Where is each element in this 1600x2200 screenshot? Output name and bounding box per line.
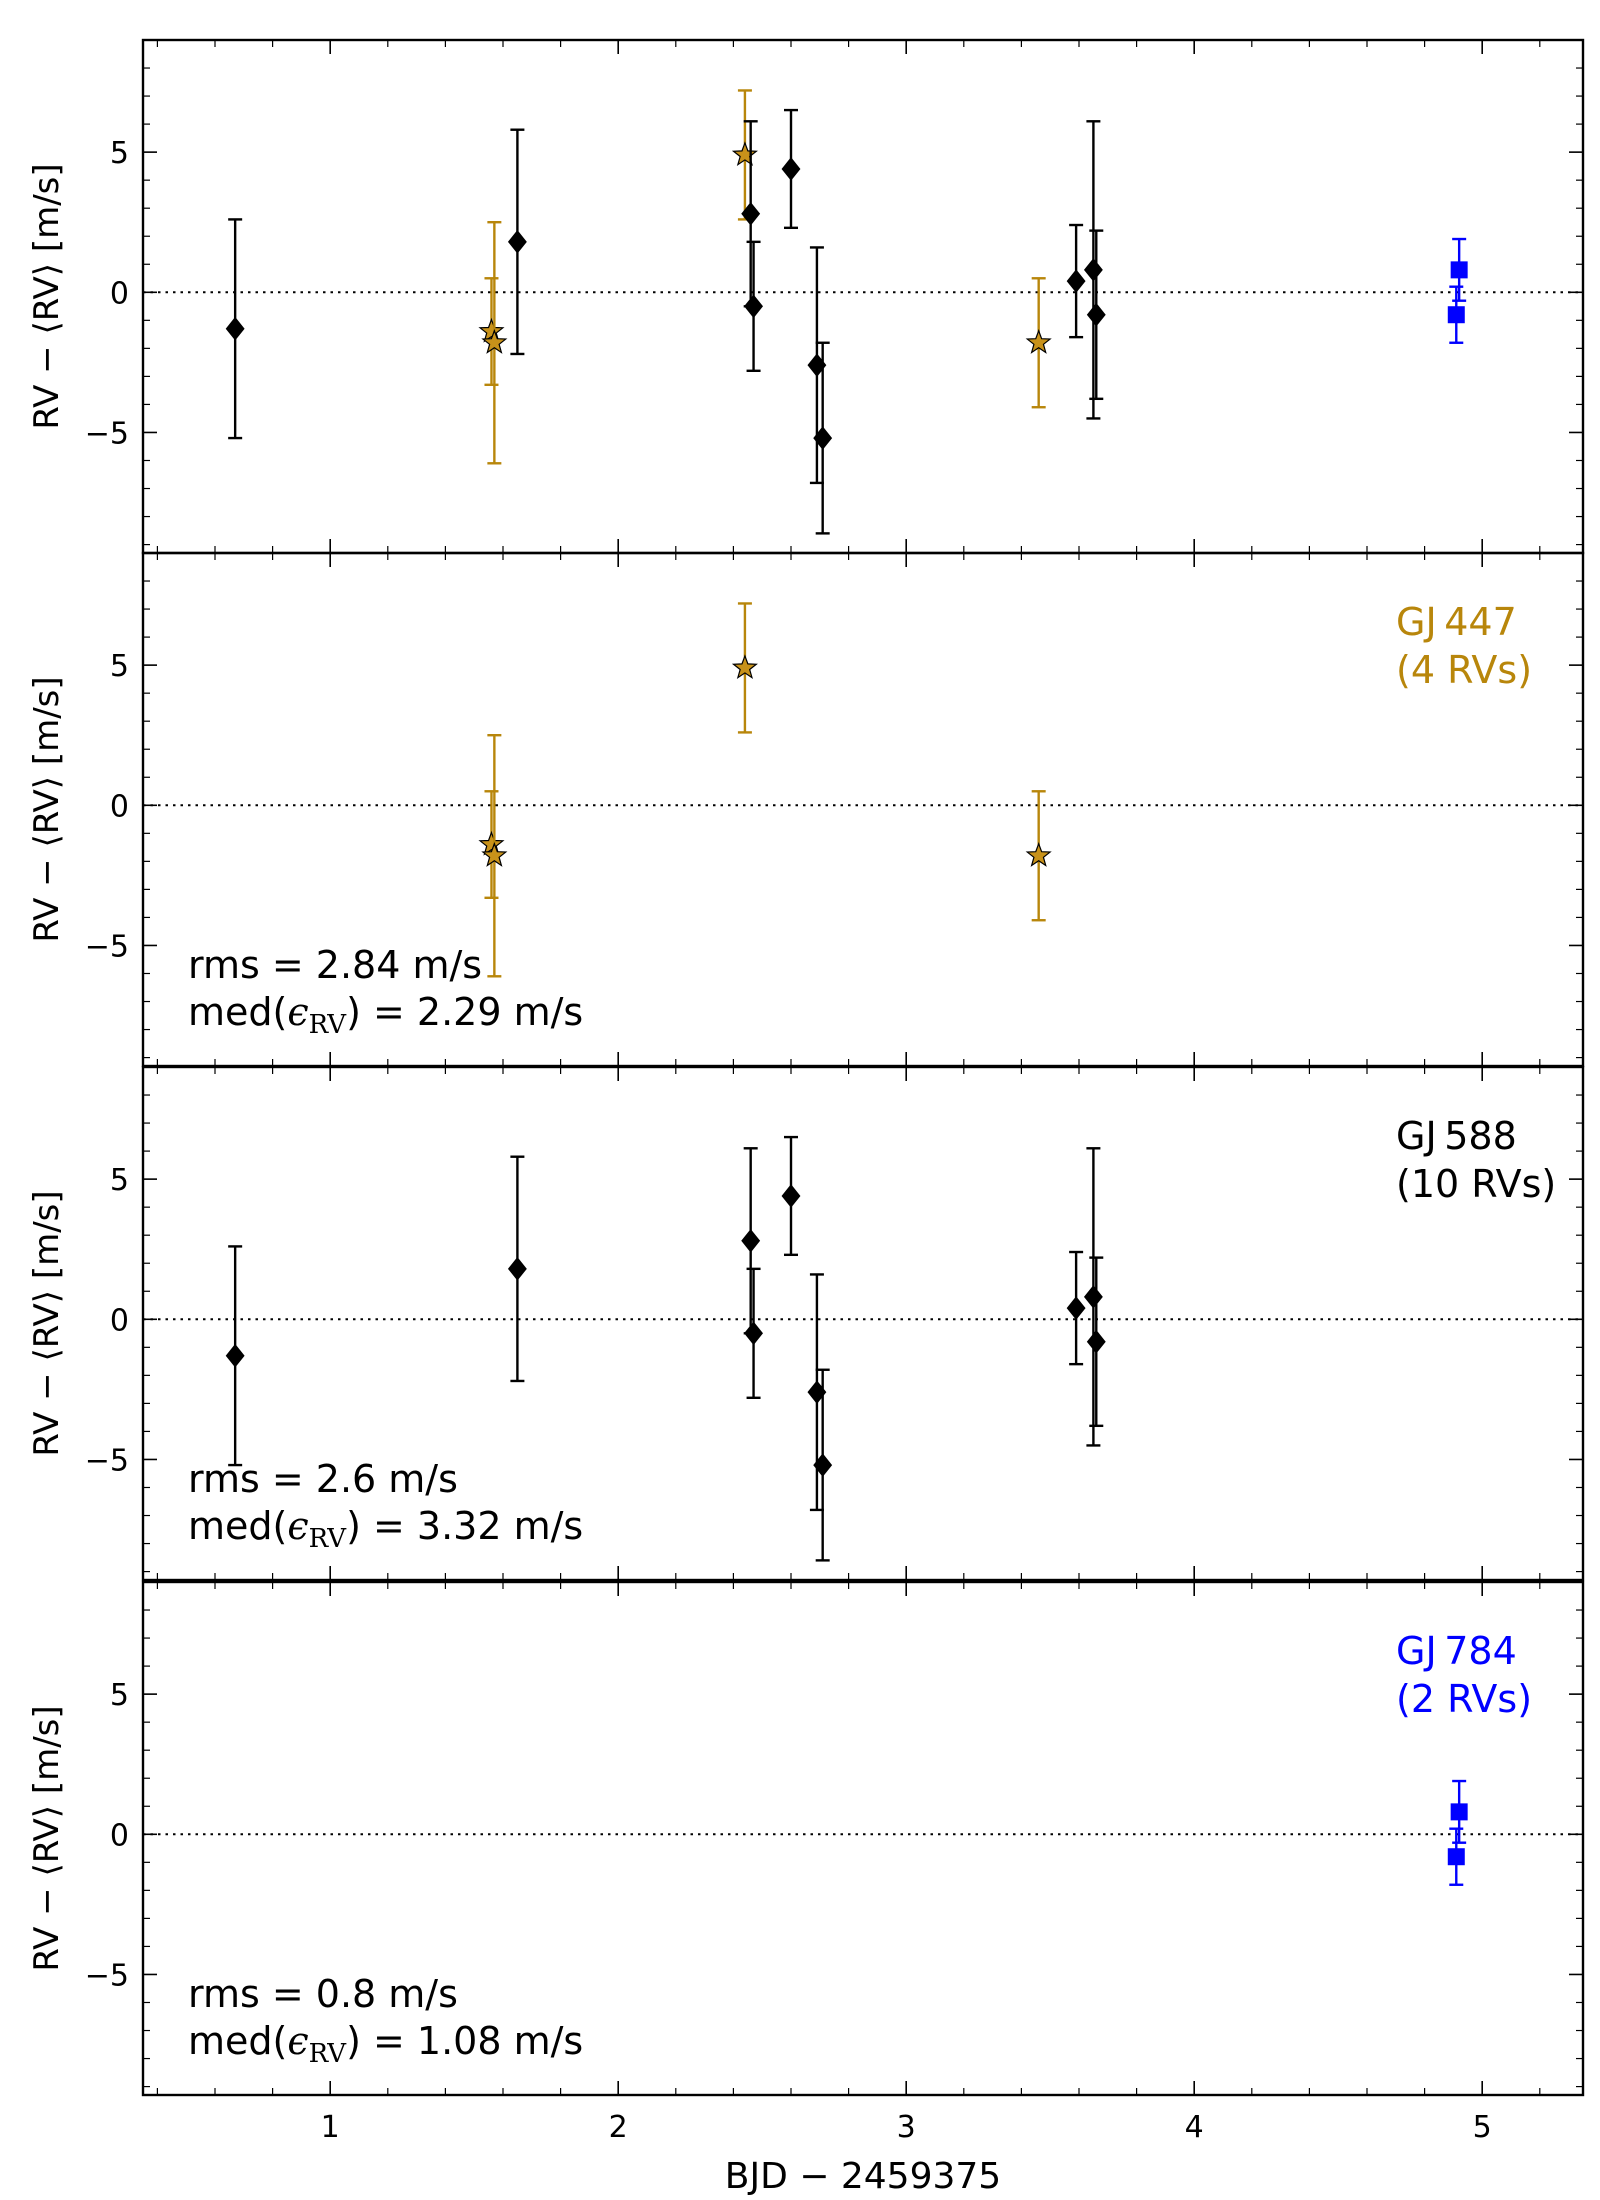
gj588-point	[781, 1184, 801, 1208]
rv-count-label: (10 RVs)	[1396, 1162, 1556, 1206]
gj784-point	[1447, 306, 1465, 324]
gj588-point	[1066, 1296, 1086, 1320]
rv-count-label: (2 RVs)	[1396, 1677, 1532, 1721]
y-axis-label: RV − ⟨RV⟩ [m/s]	[27, 163, 67, 429]
panel-frame	[141, 1580, 1585, 2097]
rv-count-label: (4 RVs)	[1396, 648, 1532, 692]
gj588-point	[1083, 258, 1103, 282]
target-name-label: GJ 784	[1396, 1629, 1517, 1673]
y-tick-label: 0	[110, 1303, 129, 1338]
y-tick-label: 0	[110, 276, 129, 311]
gj588-point	[744, 294, 764, 319]
y-tick-label: 0	[110, 789, 129, 824]
gj447-point	[1025, 329, 1052, 354]
gj447-point	[481, 842, 508, 867]
gj588-point	[744, 1321, 764, 1346]
rms-text: rms = 2.84 m/s	[188, 943, 482, 987]
panel-3: −5 0 5 RV − ⟨RV⟩ [m/s] GJ 588(10 RVs) rms = 2…	[27, 1065, 1585, 1582]
target-name-label: GJ 588	[1396, 1114, 1517, 1158]
x-tick-label: 3	[897, 2110, 916, 2145]
gj447-point	[731, 141, 758, 167]
gj447-point	[731, 654, 758, 680]
x-axis-label: BJD − 2459375	[725, 2156, 1001, 2197]
median-error-text: med(ϵRV) = 2.29 m/s	[188, 990, 583, 1040]
panel-frame	[141, 1065, 1585, 1582]
gj588-point	[1086, 302, 1106, 327]
median-error-text: med(ϵRV) = 3.32 m/s	[188, 1504, 583, 1554]
y-tick-label: −5	[85, 1958, 129, 1993]
gj588-point	[741, 1228, 761, 1253]
gj588-point	[741, 202, 761, 226]
y-axis-label: RV − ⟨RV⟩ [m/s]	[27, 1705, 67, 1971]
gj588-point	[1086, 1329, 1106, 1354]
panel-2: −5 0 5 RV − ⟨RV⟩ [m/s] GJ 447(4 RVs) rms = 2.…	[27, 551, 1585, 1068]
y-tick-label: 5	[110, 1163, 129, 1198]
gj588-point	[225, 316, 245, 341]
x-tick-label: 5	[1473, 2110, 1492, 2145]
gj588-point	[813, 1453, 833, 1477]
gj588-point	[1083, 1285, 1103, 1309]
x-tick-label: 4	[1185, 2110, 1204, 2145]
target-name-label: GJ 447	[1396, 600, 1517, 644]
gj588-point	[813, 426, 833, 450]
y-tick-label: 5	[110, 136, 129, 171]
x-tick-label: 1	[321, 2110, 340, 2145]
gj447-point	[1025, 842, 1052, 867]
gj784-point	[1450, 261, 1468, 279]
y-tick-label: 5	[110, 1678, 129, 1713]
panel-4: −5 0 5 RV − ⟨RV⟩ [m/s] GJ 784(2 RVs) rms = 0.…	[27, 1580, 1585, 2145]
y-tick-label: 5	[110, 649, 129, 684]
y-axis-label: RV − ⟨RV⟩ [m/s]	[27, 1190, 67, 1456]
gj588-point	[781, 157, 801, 181]
x-tick-label: 2	[609, 2110, 628, 2145]
y-tick-label: 0	[110, 1818, 129, 1853]
y-axis-label: RV − ⟨RV⟩ [m/s]	[27, 676, 67, 942]
y-tick-label: −5	[85, 1443, 129, 1478]
rms-text: rms = 0.8 m/s	[188, 1972, 458, 2016]
gj588-point	[507, 1257, 527, 1281]
gj447-point	[478, 830, 505, 856]
gj588-point	[507, 230, 527, 254]
y-tick-label: −5	[85, 929, 129, 964]
gj784-point	[1450, 1803, 1468, 1821]
gj784-point	[1447, 1848, 1465, 1866]
panel-1: −5 0 5 RV − ⟨RV⟩ [m/s]	[27, 38, 1585, 555]
gj447-point	[478, 317, 505, 343]
rms-text: rms = 2.6 m/s	[188, 1457, 458, 1501]
median-error-text: med(ϵRV) = 1.08 m/s	[188, 2019, 583, 2069]
gj588-point	[225, 1343, 245, 1368]
gj588-point	[1066, 269, 1086, 293]
y-tick-label: −5	[85, 416, 129, 451]
gj447-point	[481, 329, 508, 354]
